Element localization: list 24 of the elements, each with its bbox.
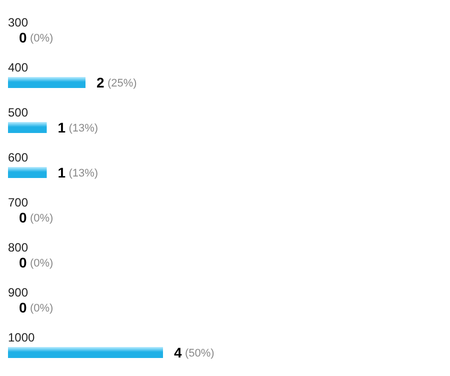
y-tick-label: 600 [8,150,28,164]
annotation: (0%) [30,212,54,224]
annotation: (13%) [68,122,98,134]
annotation: (0%) [30,258,54,270]
y-tick-label: 1000 [8,330,36,344]
y-tick-label: 900 [8,286,28,300]
data-label: 1 [58,164,66,180]
y-tick-label: 500 [8,106,28,120]
y-tick-label: 800 [8,240,28,254]
data-label: 2 [96,74,104,90]
annotation: (25%) [108,78,137,90]
y-tick-label: 400 [8,60,28,74]
y-tick-label: 700 [8,196,28,210]
y-tick-label: 300 [8,16,28,30]
data-label: 0 [19,30,27,46]
data-label: 0 [19,300,27,316]
data-label: 0 [19,254,27,270]
annotation: (0%) [30,302,54,314]
data-label: 1 [58,120,66,136]
data-label: 4 [174,344,182,360]
annotation: (13%) [68,168,98,180]
text: (50%) [185,348,214,360]
data-label: 0 [19,210,27,226]
annotation: (0%) [30,32,54,44]
